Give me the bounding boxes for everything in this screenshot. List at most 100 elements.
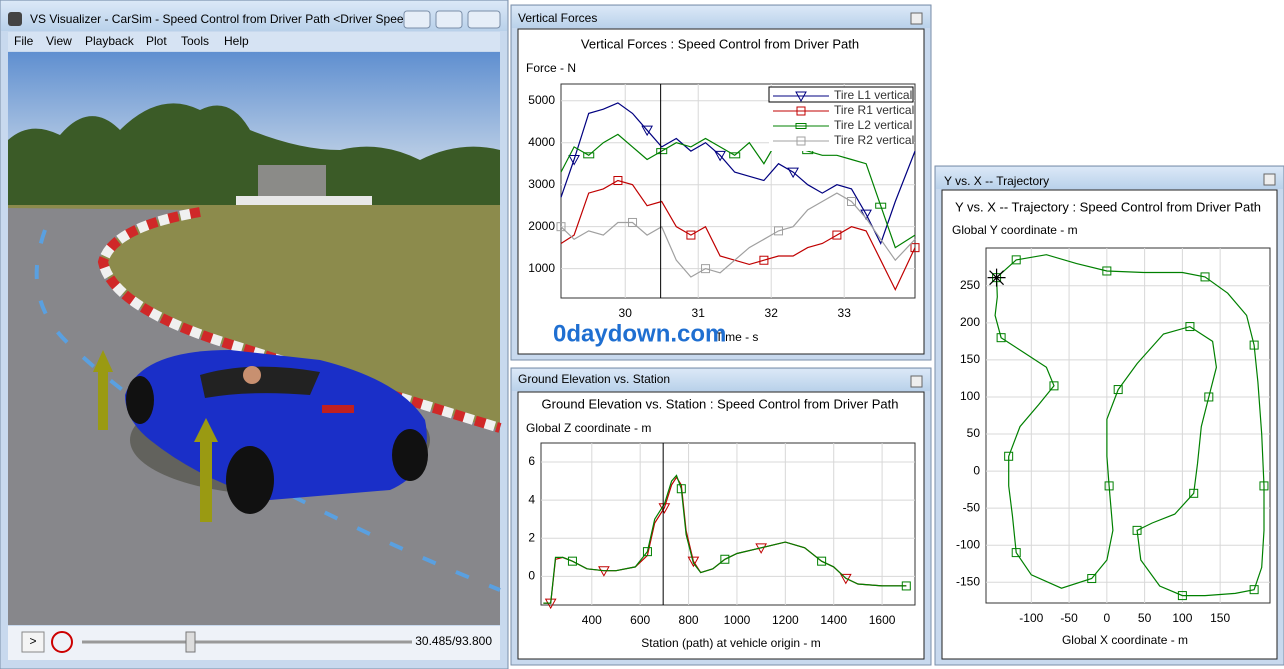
marker bbox=[1204, 392, 1214, 402]
marker bbox=[583, 152, 595, 159]
plot-area bbox=[540, 442, 916, 606]
marker bbox=[567, 556, 577, 566]
marker bbox=[996, 333, 1006, 343]
window-title: Ground Elevation vs. Station bbox=[518, 372, 670, 386]
marker bbox=[1004, 451, 1014, 461]
wheel bbox=[126, 376, 154, 424]
y-tick-label: 6 bbox=[528, 454, 535, 468]
marker bbox=[1132, 525, 1142, 535]
marker bbox=[817, 556, 827, 566]
y-tick-label: 100 bbox=[960, 389, 980, 403]
window-title-bar bbox=[512, 6, 930, 28]
marker bbox=[796, 106, 806, 116]
series-line bbox=[543, 474, 907, 604]
marker bbox=[720, 554, 730, 564]
menu-item[interactable]: Tools bbox=[181, 34, 209, 48]
wheel bbox=[226, 446, 274, 514]
plot-area bbox=[985, 247, 1271, 604]
series-line bbox=[560, 102, 916, 246]
x-tick-label: 600 bbox=[630, 613, 650, 627]
close-button[interactable] bbox=[467, 10, 501, 29]
marker bbox=[795, 91, 807, 103]
y-tick-label: 4 bbox=[528, 492, 535, 506]
x-axis-label: Time - s bbox=[716, 330, 759, 344]
y-tick-label: 250 bbox=[960, 278, 980, 292]
minimize-button[interactable] bbox=[403, 10, 431, 29]
y-tick-label: 50 bbox=[967, 426, 981, 440]
y-tick-label: 4000 bbox=[528, 135, 555, 149]
marker bbox=[729, 152, 741, 159]
y-axis-label: Global Y coordinate - m bbox=[952, 223, 1078, 237]
marker bbox=[686, 230, 696, 240]
marker bbox=[1249, 340, 1259, 350]
close-button[interactable] bbox=[910, 375, 923, 388]
x-tick-label: 0 bbox=[1104, 611, 1111, 625]
y-tick-label: 0 bbox=[973, 463, 980, 477]
y-tick-label: 2 bbox=[528, 530, 535, 544]
menu: File View Playback Plot Tools Help bbox=[14, 34, 249, 48]
menu-item[interactable]: Playback bbox=[85, 34, 135, 48]
marker bbox=[1011, 255, 1021, 265]
close-button[interactable] bbox=[910, 12, 923, 25]
menu-item[interactable]: Help bbox=[224, 34, 249, 48]
mute-button[interactable] bbox=[51, 631, 73, 653]
play-label: > bbox=[29, 634, 36, 648]
y-tick-label: -50 bbox=[963, 500, 981, 514]
y-tick-label: 0 bbox=[528, 569, 535, 583]
plot-windows: Vertical Forces Vertical Forces : Speed C… bbox=[510, 4, 1284, 666]
menu-item[interactable]: Plot bbox=[146, 34, 167, 48]
play-button[interactable] bbox=[21, 631, 45, 653]
chart-title: Ground Elevation vs. Station : Speed Con… bbox=[542, 396, 899, 411]
x-tick-label: 1000 bbox=[724, 613, 751, 627]
marker bbox=[1011, 548, 1021, 558]
force-arrow-head bbox=[194, 418, 218, 442]
slider-thumb[interactable] bbox=[185, 631, 196, 653]
series-line bbox=[994, 254, 1265, 597]
chart-title: Y vs. X -- Trajectory : Speed Control fr… bbox=[955, 199, 1261, 214]
legend-label: Tire R1 vertical bbox=[834, 103, 914, 117]
marker bbox=[1104, 481, 1114, 491]
marker bbox=[568, 155, 580, 166]
window-title: Vertical Forces bbox=[518, 11, 597, 25]
x-tick-label: 1200 bbox=[772, 613, 799, 627]
y-tick-label: 200 bbox=[960, 315, 980, 329]
marker bbox=[1189, 488, 1199, 498]
marker bbox=[687, 556, 700, 568]
marker bbox=[641, 125, 653, 137]
wheel bbox=[392, 429, 428, 481]
legend-box bbox=[769, 87, 913, 151]
force-arrow bbox=[200, 440, 212, 522]
scene-3d bbox=[8, 52, 502, 625]
x-tick-label: 1400 bbox=[820, 613, 847, 627]
marker bbox=[846, 196, 856, 206]
maximize-button[interactable] bbox=[435, 10, 463, 29]
y-tick-label: -150 bbox=[956, 574, 980, 588]
x-tick-label: 1600 bbox=[869, 613, 896, 627]
x-axis-label: Global X coordinate - m bbox=[1062, 633, 1188, 647]
marker bbox=[556, 222, 566, 232]
marker bbox=[796, 136, 806, 146]
x-tick-label: 100 bbox=[1172, 611, 1192, 625]
x-tick-label: 31 bbox=[692, 306, 706, 320]
marker bbox=[1049, 381, 1059, 391]
marker bbox=[1185, 322, 1195, 332]
y-tick-label: 1000 bbox=[528, 261, 555, 275]
marker bbox=[875, 202, 887, 209]
menu-item[interactable]: View bbox=[46, 34, 72, 48]
plot-window: Ground Elevation vs. Station Ground Eleva… bbox=[510, 367, 932, 666]
window-title: VS Visualizer - CarSim - Speed Control f… bbox=[30, 12, 414, 26]
force-arrow-head bbox=[93, 350, 113, 372]
marker bbox=[1177, 591, 1187, 601]
window-title: Y vs. X -- Trajectory bbox=[944, 174, 1049, 188]
x-tick-label: 32 bbox=[765, 306, 779, 320]
marker bbox=[832, 230, 842, 240]
menu-item[interactable]: File bbox=[14, 34, 34, 48]
menu-bar bbox=[8, 32, 500, 51]
y-tick-label: 3000 bbox=[528, 177, 555, 191]
close-button[interactable] bbox=[1263, 173, 1276, 186]
marker bbox=[1102, 266, 1112, 276]
lane-marking bbox=[34, 229, 501, 592]
marker bbox=[1259, 481, 1269, 491]
marker bbox=[774, 226, 784, 236]
